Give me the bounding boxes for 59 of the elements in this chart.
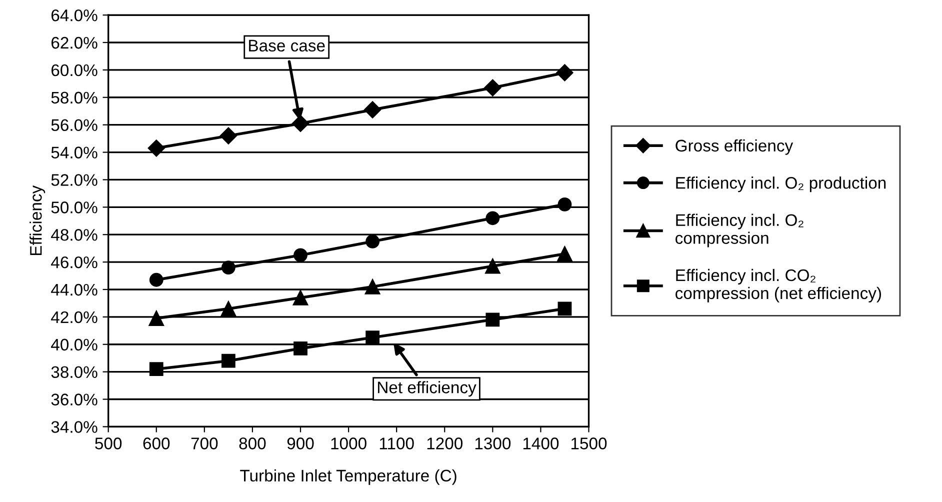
- x-tick-label: 900: [287, 438, 314, 450]
- legend-label: Efficiency incl. O₂ compression: [676, 214, 804, 248]
- point: [220, 301, 236, 316]
- point: [486, 312, 500, 327]
- y-tick-label: 58.0%: [51, 92, 98, 104]
- y-tick-label: 50.0%: [51, 202, 98, 214]
- point: [148, 310, 164, 326]
- point: [294, 342, 308, 356]
- x-tick-label: 500: [95, 438, 122, 450]
- legend-label: Efficiency incl. CO₂ compression (net efficiency): [676, 268, 881, 302]
- y-tick-label: 40.0%: [51, 338, 98, 351]
- x-axis-title: Turbine Inlet Temperature (C): [240, 469, 456, 485]
- point: [364, 279, 380, 294]
- point: [484, 79, 502, 96]
- point: [557, 246, 572, 262]
- y-axis-title: Efficiency: [30, 185, 46, 256]
- point: [292, 290, 308, 306]
- y-tick-label: 44.0%: [51, 284, 98, 296]
- x-tick-label: 1300: [475, 438, 511, 450]
- point: [292, 114, 310, 132]
- point: [366, 234, 380, 248]
- y-tick-label: 46.0%: [51, 256, 98, 268]
- legend-label: Gross efficiency: [676, 139, 794, 155]
- x-tick-label: 800: [239, 438, 266, 450]
- x-tick-label: 1400: [523, 438, 559, 450]
- x-tick-label: 1100: [380, 438, 414, 450]
- x-tick-label: 600: [143, 438, 170, 450]
- point: [221, 354, 236, 368]
- y-tick-label: 64.0%: [52, 9, 98, 22]
- y-tick-label: 60.0%: [52, 64, 98, 76]
- point: [556, 64, 574, 82]
- point: [558, 302, 572, 316]
- x-tick-label: 700: [191, 438, 218, 450]
- point: [366, 330, 380, 344]
- point: [149, 362, 164, 376]
- x-tick-label: 1200: [427, 438, 463, 450]
- y-tick-label: 48.0%: [51, 229, 98, 241]
- point: [558, 197, 572, 212]
- point: [148, 140, 165, 157]
- y-tick-label: 42.0%: [51, 311, 98, 324]
- point: [485, 258, 500, 274]
- legend-label: Efficiency incl. O₂ production: [676, 176, 886, 192]
- y-tick-label: 36.0%: [51, 394, 98, 406]
- x-tick-label: 1500: [571, 438, 607, 450]
- y-tick-label: 56.0%: [51, 119, 98, 132]
- y-tick-label: 34.0%: [51, 421, 98, 433]
- annotation: Base case: [249, 40, 325, 52]
- y-tick-label: 38.0%: [51, 366, 98, 378]
- y-tick-label: 62.0%: [52, 36, 98, 49]
- y-tick-label: 54.0%: [51, 146, 98, 158]
- point: [486, 211, 500, 226]
- point: [149, 272, 164, 287]
- y-tick-label: 52.0%: [51, 174, 98, 186]
- point: [220, 127, 237, 144]
- x-tick-label: 1000: [331, 438, 366, 450]
- point: [364, 101, 382, 118]
- annotation: Net efficiency: [378, 381, 476, 397]
- point: [294, 248, 308, 262]
- point: [221, 260, 236, 274]
